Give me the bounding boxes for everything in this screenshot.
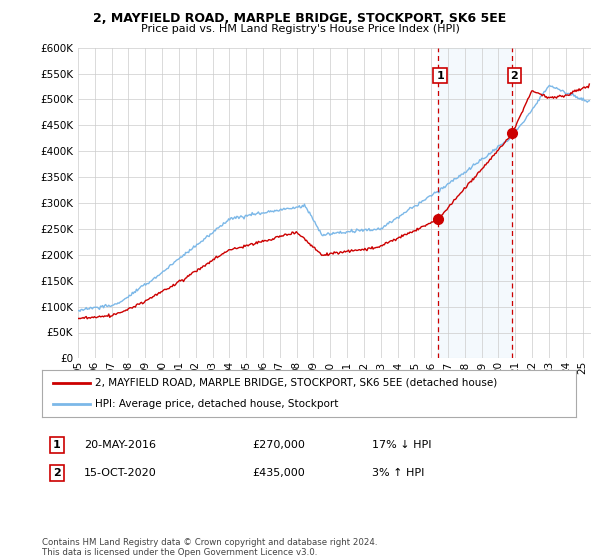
Text: HPI: Average price, detached house, Stockport: HPI: Average price, detached house, Stoc… <box>95 399 339 409</box>
Text: 17% ↓ HPI: 17% ↓ HPI <box>372 440 431 450</box>
Text: Contains HM Land Registry data © Crown copyright and database right 2024.
This d: Contains HM Land Registry data © Crown c… <box>42 538 377 557</box>
Text: 2: 2 <box>53 468 61 478</box>
Text: 1: 1 <box>53 440 61 450</box>
Text: 15-OCT-2020: 15-OCT-2020 <box>84 468 157 478</box>
Text: £435,000: £435,000 <box>252 468 305 478</box>
Text: £270,000: £270,000 <box>252 440 305 450</box>
Text: 1: 1 <box>436 71 444 81</box>
Text: 2, MAYFIELD ROAD, MARPLE BRIDGE, STOCKPORT, SK6 5EE: 2, MAYFIELD ROAD, MARPLE BRIDGE, STOCKPO… <box>94 12 506 25</box>
Text: 2: 2 <box>511 71 518 81</box>
Text: Price paid vs. HM Land Registry's House Price Index (HPI): Price paid vs. HM Land Registry's House … <box>140 24 460 34</box>
Text: 2, MAYFIELD ROAD, MARPLE BRIDGE, STOCKPORT, SK6 5EE (detached house): 2, MAYFIELD ROAD, MARPLE BRIDGE, STOCKPO… <box>95 378 497 388</box>
Text: 20-MAY-2016: 20-MAY-2016 <box>84 440 156 450</box>
Text: 3% ↑ HPI: 3% ↑ HPI <box>372 468 424 478</box>
Bar <box>437 48 512 358</box>
